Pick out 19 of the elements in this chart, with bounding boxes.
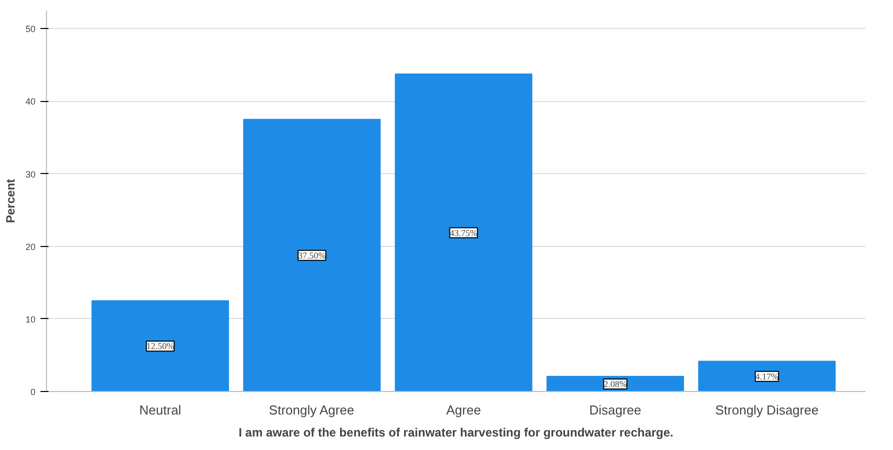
x-axis-title: I am aware of the benefits of rainwater harvesting for groundwater recharge. [238, 426, 674, 440]
y-tick-label: 10 [25, 314, 36, 324]
y-tick-label: 20 [25, 242, 36, 252]
x-tick-label: Agree [446, 402, 481, 418]
y-tick-label: 40 [25, 96, 36, 107]
bar [394, 74, 532, 392]
y-tick-label: 50 [25, 24, 36, 34]
data-label: 2.08% [604, 378, 628, 389]
data-label: 12.50% [146, 341, 175, 352]
bar [243, 118, 381, 392]
bar [698, 360, 836, 392]
y-tick-label: 30 [25, 169, 36, 180]
x-tick-label: Disagree [589, 402, 642, 418]
x-tick-label: Strongly Agree [268, 402, 354, 418]
x-tick-label: Neutral [139, 402, 182, 418]
bar [92, 300, 229, 392]
y-axis-title: Percent [3, 178, 18, 224]
y-tick-label: 0 [30, 387, 36, 397]
x-tick-label: Strongly Disagree [715, 402, 819, 418]
